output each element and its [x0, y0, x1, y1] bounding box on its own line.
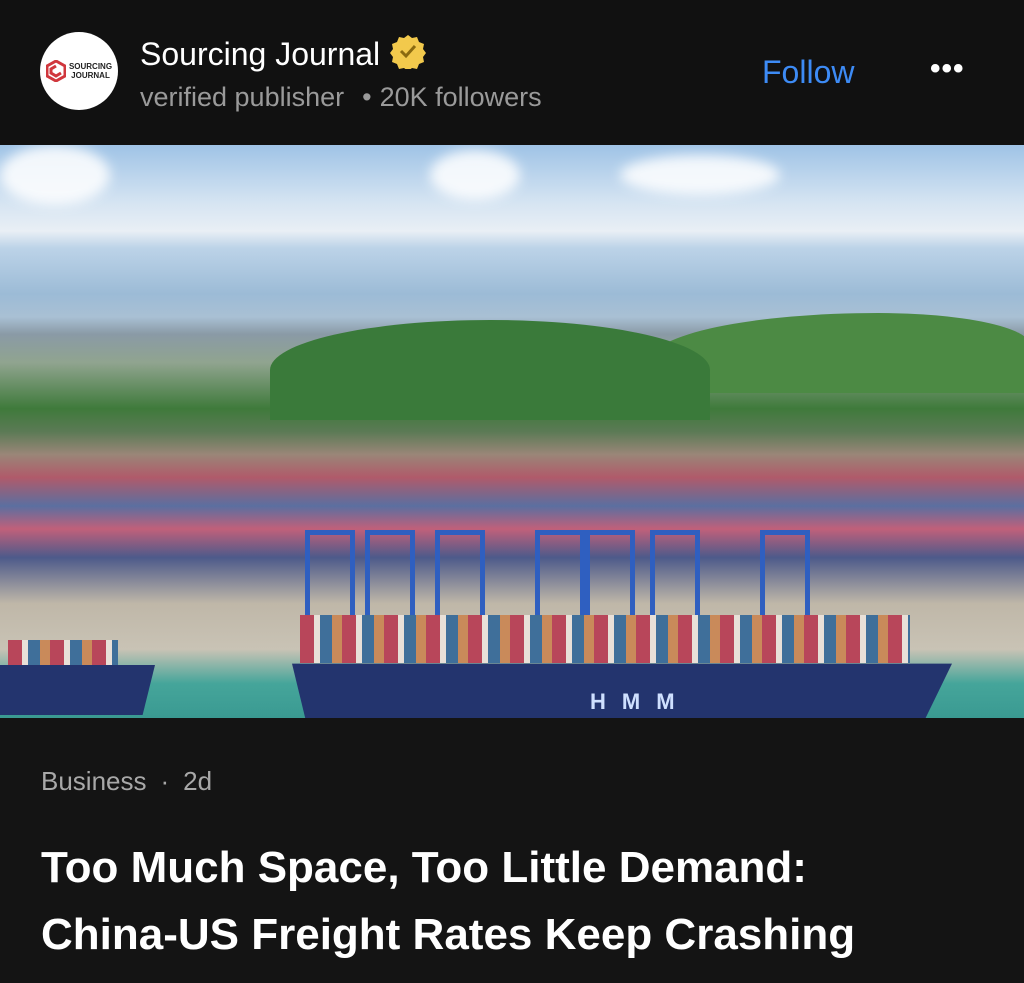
crane	[305, 530, 355, 640]
crane	[585, 530, 635, 640]
title-line: Too Much Space, Too Little Demand:	[41, 843, 807, 892]
ship-cargo	[300, 615, 910, 663]
logo-text: SOURCING JOURNAL	[68, 62, 113, 80]
article-image[interactable]: HMM	[0, 145, 1024, 718]
follow-button[interactable]: Follow	[762, 54, 855, 90]
publisher-name-text: Sourcing Journal	[140, 36, 381, 72]
cloud	[620, 155, 780, 195]
container-ship	[292, 663, 952, 718]
publisher-name[interactable]: Sourcing Journal	[140, 33, 427, 77]
publisher-subtitle: verified publisher	[140, 82, 345, 112]
crane	[435, 530, 485, 640]
crane	[365, 530, 415, 640]
verified-badge-icon	[390, 33, 427, 77]
more-options-icon[interactable]: •••	[930, 52, 965, 85]
ship-marking: HMM	[590, 689, 691, 714]
cloud	[0, 145, 110, 205]
crane	[650, 530, 700, 640]
follower-count: 20K followers	[379, 82, 542, 112]
hill	[270, 320, 710, 420]
publisher-header: SOURCING JOURNAL Sourcing Journal verifie…	[0, 0, 1024, 145]
article-title[interactable]: Too Much Space, Too Little Demand: China-…	[41, 834, 1001, 968]
crane	[535, 530, 585, 640]
publisher-meta: verified publisher • 20K followers	[140, 82, 542, 113]
separator: •	[362, 82, 372, 112]
container-ship	[0, 665, 155, 715]
crane	[760, 530, 810, 640]
cloud	[430, 150, 520, 200]
separator: ·	[160, 766, 170, 796]
title-line: China-US Freight Rates Keep Crashing	[41, 910, 856, 959]
publisher-avatar[interactable]: SOURCING JOURNAL	[40, 32, 118, 110]
category-label[interactable]: Business	[41, 766, 147, 796]
article-age: 2d	[183, 766, 213, 796]
article-meta: Business · 2d	[41, 766, 212, 797]
sourcing-journal-logo-icon	[45, 60, 66, 82]
